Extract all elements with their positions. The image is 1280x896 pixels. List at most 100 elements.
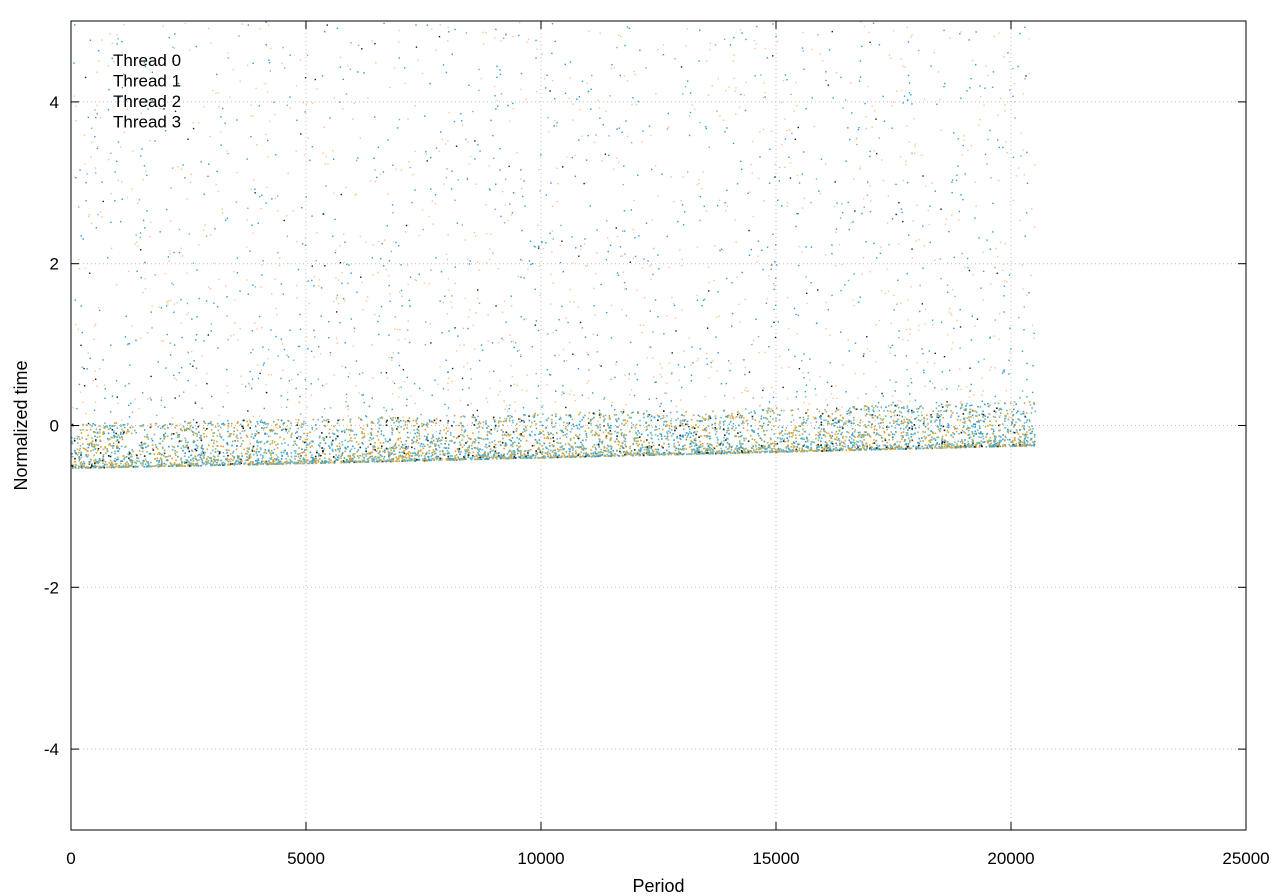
data-point-thread-2 [716,442,719,444]
data-point-thread-3 [171,457,173,460]
data-point-thread-3 [635,440,638,442]
data-point-thread-1 [303,458,306,461]
data-point-thread-1 [652,454,655,456]
data-point-thread-2 [165,456,168,458]
data-point-thread-1 [983,403,986,406]
data-point-thread-0 [505,431,508,434]
data-point-thread-1 [752,445,754,448]
data-point-thread-3 [435,422,437,424]
data-point-thread-1 [545,447,548,449]
data-point-thread-2 [163,451,166,454]
data-point-thread-2 [1009,445,1012,448]
data-point-thread-2 [183,455,186,458]
data-point-thread-1 [94,466,97,469]
data-point-thread-2 [1033,442,1035,445]
data-point-thread-2 [356,450,359,453]
data-point-thread-2 [232,450,235,453]
data-point-thread-1 [678,444,680,446]
data-point-thread-1 [880,437,883,439]
data-point-thread-1 [918,437,920,440]
data-point-thread-3 [317,461,320,463]
data-point-thread-3 [86,450,89,453]
data-point-thread-2 [158,461,160,464]
data-point-thread-2 [547,448,550,451]
data-point-thread-3 [729,451,732,453]
data-point-thread-3 [715,428,718,430]
data-point-thread-3 [956,445,959,447]
data-point-thread-3 [400,455,403,458]
data-point-thread-3 [656,414,659,417]
data-point-thread-1 [296,431,299,433]
data-point-thread-3 [1019,441,1022,443]
data-point-thread-2 [289,427,292,430]
data-point-thread-1 [665,425,667,427]
data-point-thread-2 [380,455,383,457]
data-point-thread-2 [615,418,617,421]
data-point-thread-2 [1034,410,1037,413]
data-point-thread-1 [114,435,116,438]
data-point-thread-3 [755,441,757,443]
data-point-thread-1 [728,443,731,445]
data-point-thread-3 [564,443,567,446]
data-point-thread-3 [401,455,404,458]
data-point-thread-3 [264,461,266,463]
data-point-thread-2 [435,449,438,451]
data-point-thread-3 [701,416,704,419]
data-point-thread-3 [433,453,436,455]
data-point-thread-3 [170,465,172,468]
data-point-thread-2 [136,460,138,462]
data-point-thread-3 [249,456,252,459]
data-point-thread-2 [801,438,804,440]
data-point-thread-2 [688,431,691,433]
data-point-thread-3 [537,456,539,459]
data-point-thread-2 [323,448,325,450]
data-point-thread-2 [783,451,786,453]
data-point-thread-2 [741,422,743,425]
data-point-thread-2 [870,414,873,416]
data-point-thread-3 [787,440,789,443]
data-point-thread-0 [465,442,467,444]
data-point-thread-2 [1021,412,1024,415]
data-point-thread-2 [557,455,559,458]
data-point-thread-1 [335,437,337,440]
data-point-thread-2 [461,434,464,437]
data-point-thread-2 [688,453,690,456]
data-point-thread-3 [472,441,475,443]
data-point-thread-3 [989,404,991,407]
data-point-thread-1 [954,427,957,430]
data-point-thread-0 [837,421,840,423]
data-point-thread-3 [103,427,106,429]
data-point-thread-2 [585,439,587,441]
data-point-thread-2 [144,442,147,445]
data-point-thread-3 [323,439,326,442]
data-point-thread-1 [449,458,451,460]
data-point-thread-3 [235,448,238,451]
data-point-thread-2 [464,430,466,433]
data-point-thread-3 [1028,429,1030,432]
data-point-thread-3 [917,419,920,421]
data-point-thread-2 [491,441,493,443]
data-point-thread-2 [111,465,114,468]
data-point-thread-0 [71,423,74,426]
data-point-thread-1 [192,431,194,433]
data-point-thread-1 [963,443,966,445]
data-point-thread-2 [319,442,322,444]
data-point-thread-0 [820,423,823,426]
data-point-thread-2 [801,448,804,451]
data-point-thread-3 [247,424,249,427]
data-point-thread-1 [721,450,723,452]
data-point-thread-2 [681,448,683,451]
data-point-thread-2 [849,411,851,414]
data-point-thread-0 [679,424,682,427]
data-point-thread-2 [697,450,699,453]
data-point-thread-3 [938,415,941,417]
data-point-thread-3 [330,459,332,462]
data-point-thread-0 [490,428,493,431]
data-point-thread-2 [635,437,638,439]
data-point-thread-3 [82,443,84,445]
data-point-thread-2 [294,450,297,452]
data-point-thread-2 [623,436,625,438]
data-point-thread-2 [849,436,851,438]
data-point-thread-3 [575,434,577,436]
data-point-thread-2 [259,454,262,456]
